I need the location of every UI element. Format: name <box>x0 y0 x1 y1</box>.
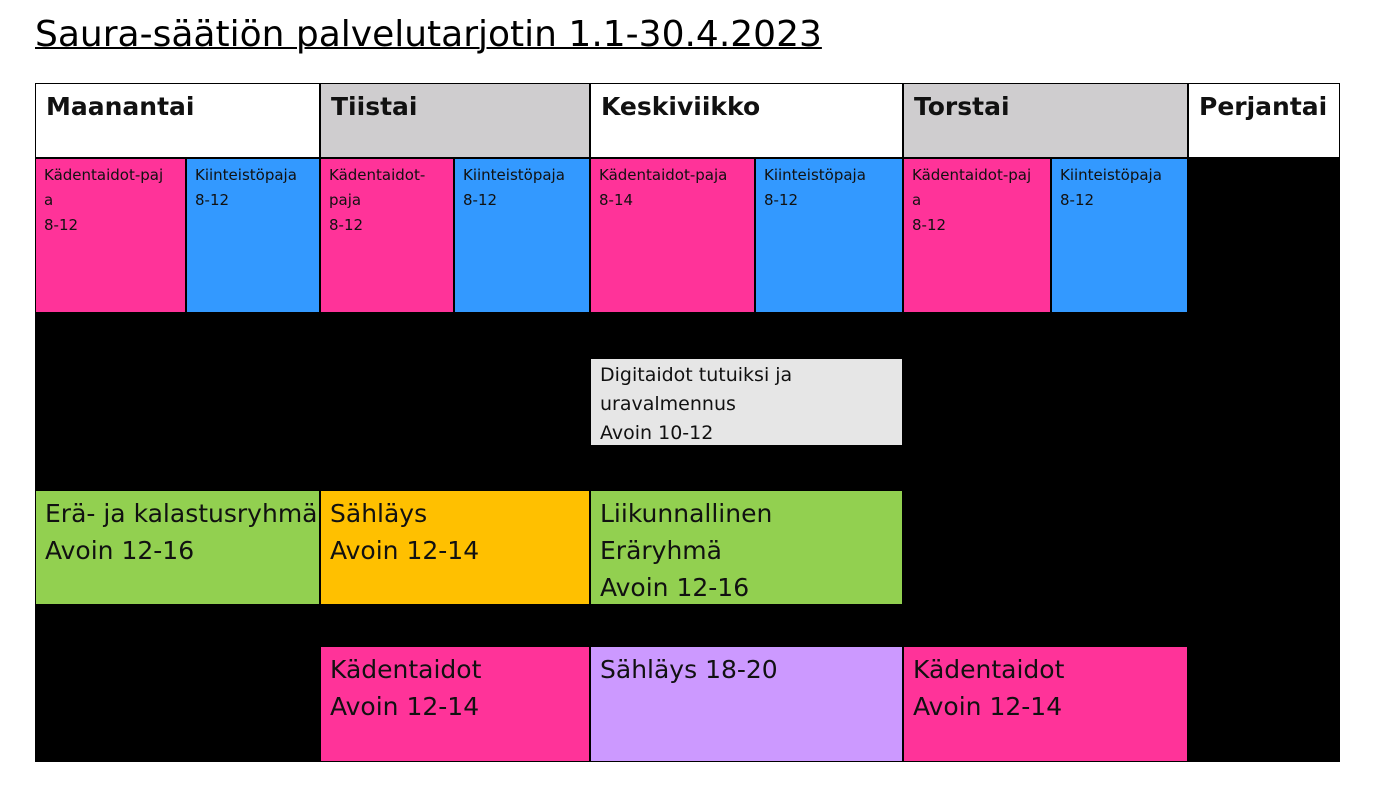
cell-text: Avoin 12-16 <box>45 536 195 565</box>
day-header: Tiistai <box>320 83 590 158</box>
day-header: Keskiviikko <box>590 83 903 158</box>
cell-text: uravalmennus <box>600 393 736 415</box>
cell-text: Kiinteistöpaja <box>764 166 866 184</box>
day-header: Maanantai <box>35 83 320 158</box>
cell-text: Avoin 10-12 <box>600 422 714 444</box>
cell-text: Kädentaidot <box>330 655 482 684</box>
activity-cell: Sähläys 18-20 <box>590 646 903 762</box>
cell-text: Avoin 12-14 <box>330 536 480 565</box>
cell-text: a <box>912 191 922 209</box>
cell-text: Kädentaidot- <box>329 166 426 184</box>
cell-text: Kädentaidot-paj <box>912 166 1032 184</box>
activity-cell: Kiinteistöpaja 8-12 <box>454 158 590 313</box>
cell-text: Avoin 12-16 <box>600 573 750 602</box>
schedule-table: Maanantai Tiistai Keskiviikko Torstai Perjan… <box>35 83 1340 762</box>
activity-cell: Kädentaidot-paja 8-14 <box>590 158 755 313</box>
cell-text: Liikunnallinen <box>600 499 773 528</box>
title: Saura-säätiön palvelutarjotin 1.1-30.4.2… <box>35 14 822 55</box>
cell-text: 8-12 <box>1060 191 1095 209</box>
cell-text: 8-12 <box>329 216 364 234</box>
cell-text: Erä- ja kalastusryhmä <box>45 499 318 528</box>
cell-text: Kiinteistöpaja <box>1060 166 1162 184</box>
cell-text: Kädentaidot-paja <box>599 166 728 184</box>
cell-text: paja <box>329 191 362 209</box>
activity-cell: Sähläys Avoin 12-14 <box>320 490 590 605</box>
cell-text: Avoin 12-14 <box>330 692 480 721</box>
cell-text: 8-12 <box>912 216 947 234</box>
cell-text: Kädentaidot <box>913 655 1065 684</box>
activity-cell: Liikunnallinen Eräryhmä Avoin 12-16 <box>590 490 903 605</box>
cell-text: a <box>44 191 54 209</box>
activity-cell: Kädentaidot Avoin 12-14 <box>903 646 1188 762</box>
activity-cell: Kädentaidot Avoin 12-14 <box>320 646 590 762</box>
activity-cell: Kädentaidot-paj a 8-12 <box>903 158 1051 313</box>
cell-text: Kiinteistöpaja <box>463 166 565 184</box>
activity-cell: Kädentaidot-paja 8-12 <box>320 158 454 313</box>
day-header: Torstai <box>903 83 1188 158</box>
activity-cell: Digitaidot tutuiksi ja uravalmennus Avoin … <box>590 358 903 446</box>
activity-cell: Kädentaidot-paj a 8-12 <box>35 158 186 313</box>
cell-text: 8-12 <box>44 216 79 234</box>
cell-text: Sähläys <box>330 499 428 528</box>
activity-cell: Kiinteistöpaja 8-12 <box>1051 158 1188 313</box>
cell-text: Kiinteistöpaja <box>195 166 297 184</box>
day-header: Perjantai <box>1188 83 1340 158</box>
cell-text: 8-12 <box>764 191 799 209</box>
cell-text: Eräryhmä <box>600 536 722 565</box>
cell-text: Kädentaidot-paj <box>44 166 164 184</box>
activity-cell: Kiinteistöpaja 8-12 <box>186 158 320 313</box>
cell-text: Digitaidot tutuiksi ja <box>600 364 793 386</box>
cell-text: Sähläys 18-20 <box>600 655 778 684</box>
cell-text: Avoin 12-14 <box>913 692 1063 721</box>
activity-cell: Erä- ja kalastusryhmä Avoin 12-16 <box>35 490 320 605</box>
cell-text: 8-12 <box>463 191 498 209</box>
cell-text: 8-14 <box>599 191 634 209</box>
activity-cell: Kiinteistöpaja 8-12 <box>755 158 903 313</box>
cell-text: 8-12 <box>195 191 230 209</box>
